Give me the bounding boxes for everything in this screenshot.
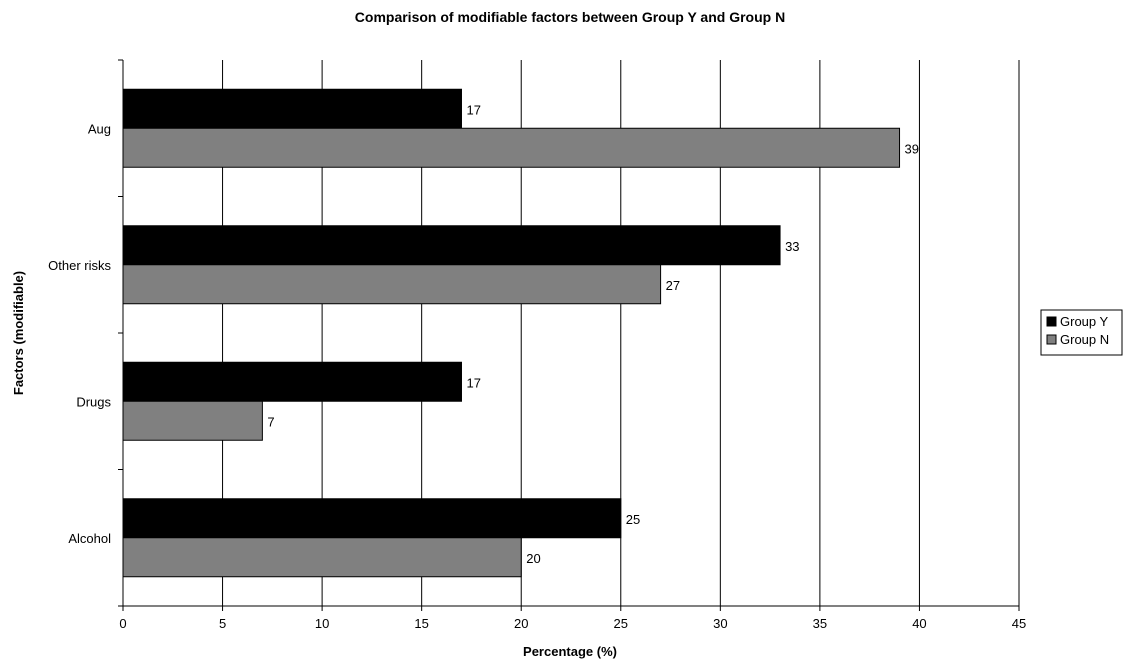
y-tick-label: Drugs <box>76 394 111 409</box>
x-tick-label: 40 <box>912 616 926 631</box>
bar <box>122 88 462 129</box>
x-tick-label: 30 <box>713 616 727 631</box>
x-tick-label: 5 <box>219 616 226 631</box>
x-tick-label: 35 <box>813 616 827 631</box>
bar <box>122 264 662 305</box>
data-label: 7 <box>267 414 274 429</box>
legend: Group Y Group N <box>1040 309 1123 356</box>
data-label: 25 <box>626 512 640 527</box>
data-label: 39 <box>905 141 919 156</box>
bar <box>122 537 522 578</box>
y-tick-label: Aug <box>88 121 111 136</box>
chart-title: Comparison of modifiable factors between… <box>355 9 785 25</box>
bar <box>122 127 901 168</box>
bar <box>122 361 462 402</box>
legend-label: Group Y <box>1060 314 1109 329</box>
data-label: 17 <box>466 375 480 390</box>
x-tick-label: 15 <box>414 616 428 631</box>
legend-swatch <box>1046 316 1057 327</box>
bar <box>122 498 622 539</box>
bar <box>122 400 263 441</box>
data-label: 17 <box>466 102 480 117</box>
x-tick-label: 10 <box>315 616 329 631</box>
x-tick-label: 0 <box>119 616 126 631</box>
bars <box>122 88 901 578</box>
data-label: 27 <box>666 278 680 293</box>
data-label: 33 <box>785 239 799 254</box>
x-tick-label: 25 <box>614 616 628 631</box>
legend-swatch <box>1046 334 1057 345</box>
y-axis-title: Factors (modifiable) <box>11 271 26 395</box>
x-axis-title: Percentage (%) <box>523 644 617 659</box>
y-tick-label: Other risks <box>48 258 111 273</box>
x-axis-ticks: 0 5 10 15 20 25 30 35 40 45 <box>119 606 1026 631</box>
data-labels: 17 39 33 27 17 7 25 20 <box>267 102 919 566</box>
plot-area: 17 39 33 27 17 7 25 20 0 5 10 15 20 25 30 35 40 45 Aug Ot… <box>48 59 1026 631</box>
x-tick-label: 45 <box>1012 616 1026 631</box>
bar <box>122 225 781 266</box>
x-tick-label: 20 <box>514 616 528 631</box>
legend-label: Group N <box>1060 332 1109 347</box>
data-label: 20 <box>526 551 540 566</box>
y-tick-label: Alcohol <box>68 531 111 546</box>
y-axis-ticks: Aug Other risks Drugs Alcohol <box>48 59 123 607</box>
